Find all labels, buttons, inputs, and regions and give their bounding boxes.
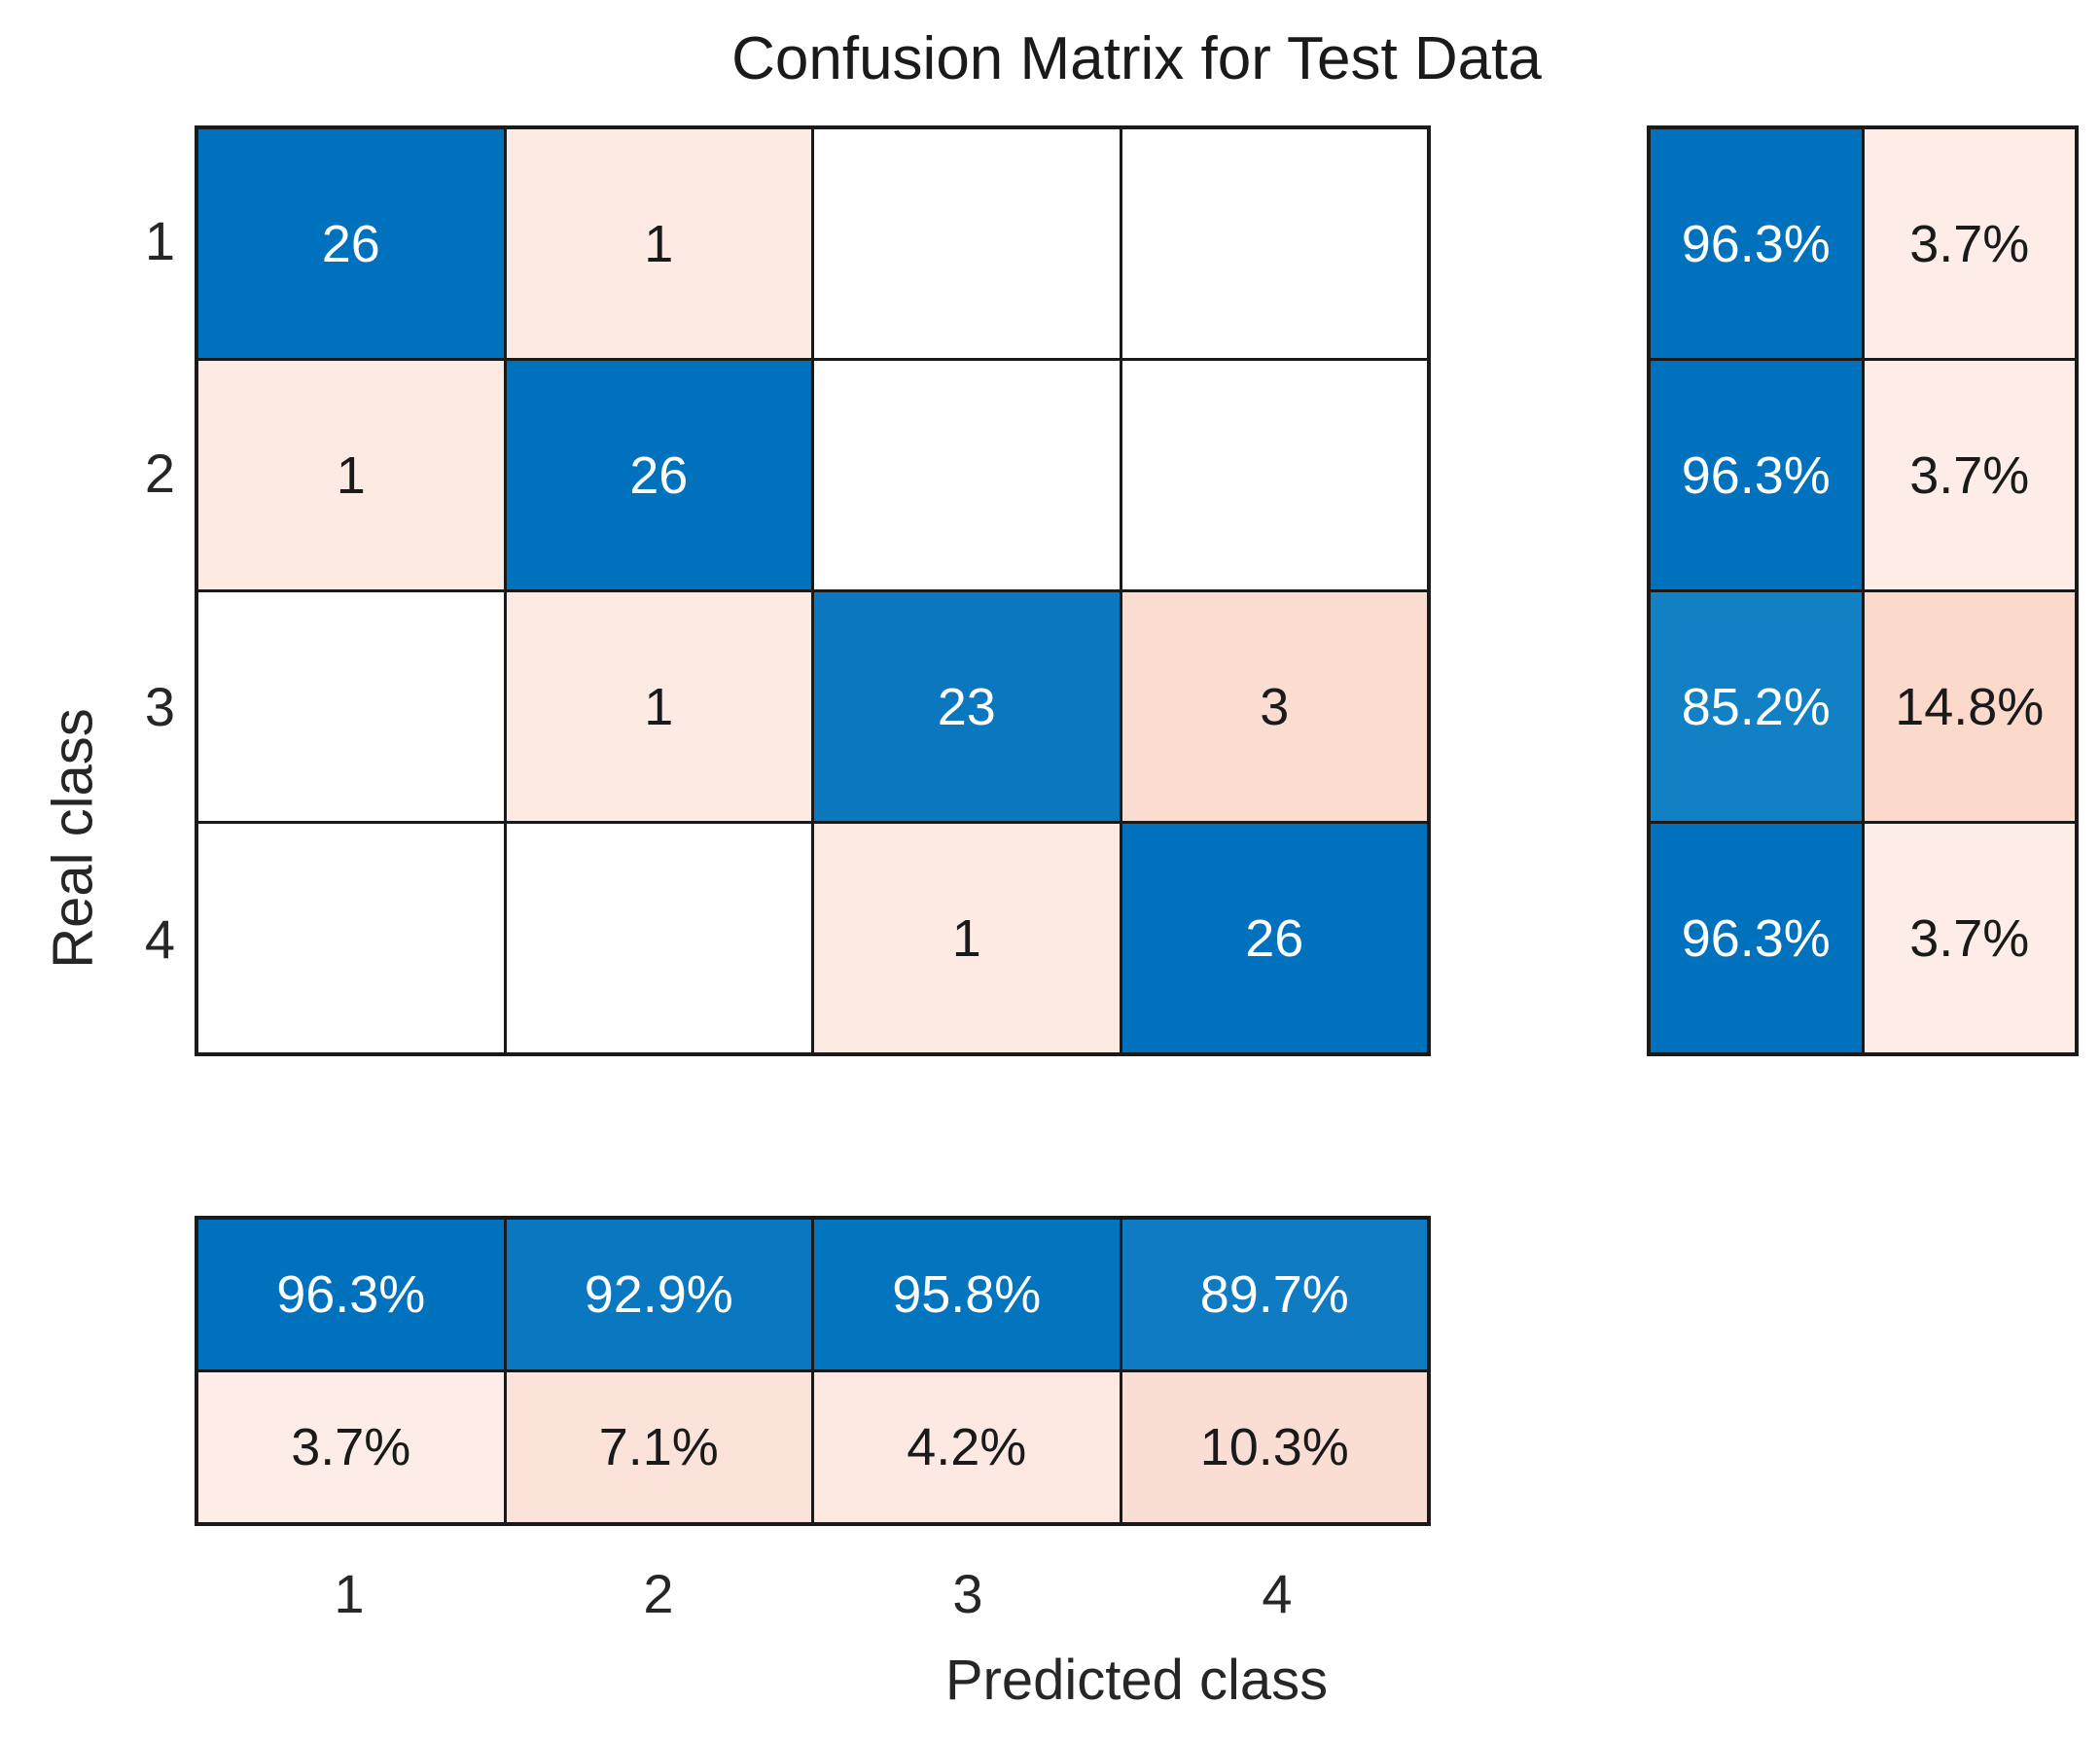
row-summary-cell-r4-tpr: 96.3% (1651, 824, 1862, 1052)
col-summary-cell-c4-ppv: 89.7% (1121, 1220, 1427, 1369)
x-tick-3: 3 (952, 1563, 983, 1624)
col-summary-cell-c2-fdr: 7.1% (506, 1372, 811, 1522)
x-tick-2: 2 (643, 1563, 674, 1624)
confusion-matrix-grid: 26 1 1 26 1 23 3 1 26 (195, 125, 1431, 1056)
row-summary-cell-r3-fnr: 14.8% (1864, 592, 2075, 821)
matrix-cell-r2c2: 26 (506, 361, 811, 589)
matrix-cell-r2c1: 1 (198, 361, 504, 589)
matrix-cell-r3c2: 1 (506, 592, 811, 821)
x-axis-label: Predicted class (944, 1649, 1329, 1712)
col-summary-cell-c2-ppv: 92.9% (506, 1220, 811, 1369)
matrix-cell-r4c1 (198, 824, 504, 1052)
y-tick-3: 3 (144, 676, 175, 737)
figure-title: Confusion Matrix for Test Data (731, 25, 1542, 92)
matrix-cell-r3c1 (198, 592, 504, 821)
col-summary-cell-c3-fdr: 4.2% (814, 1372, 1120, 1522)
col-summary-cell-c1-fdr: 3.7% (198, 1372, 504, 1522)
row-summary-cell-r1-tpr: 96.3% (1651, 129, 1862, 358)
y-tick-1: 1 (144, 210, 175, 271)
row-summary-cell-r3-tpr: 85.2% (1651, 592, 1862, 821)
matrix-cell-r1c1: 26 (198, 129, 504, 358)
matrix-cell-r2c4 (1121, 361, 1427, 589)
row-summary-grid: 96.3% 3.7% 96.3% 3.7% 85.2% 14.8% 96.3% … (1647, 125, 2079, 1056)
matrix-cell-r1c3 (814, 129, 1120, 358)
matrix-cell-r4c2 (506, 824, 811, 1052)
matrix-cell-r3c3: 23 (814, 592, 1120, 821)
matrix-cell-r4c4: 26 (1121, 824, 1427, 1052)
matrix-cell-r3c4: 3 (1121, 592, 1427, 821)
matrix-cell-r4c3: 1 (814, 824, 1120, 1052)
matrix-cell-r1c4 (1121, 129, 1427, 358)
column-summary-grid: 96.3% 92.9% 95.8% 89.7% 3.7% 7.1% 4.2% 1… (195, 1216, 1431, 1526)
row-summary-cell-r2-fnr: 3.7% (1864, 361, 2075, 589)
x-tick-4: 4 (1262, 1563, 1293, 1624)
y-tick-4: 4 (144, 908, 175, 970)
x-tick-1: 1 (334, 1563, 365, 1624)
row-summary-cell-r2-tpr: 96.3% (1651, 361, 1862, 589)
y-axis-label: Real class (41, 708, 105, 969)
matrix-cell-r2c3 (814, 361, 1120, 589)
col-summary-cell-c3-ppv: 95.8% (814, 1220, 1120, 1369)
row-summary-cell-r4-fnr: 3.7% (1864, 824, 2075, 1052)
col-summary-cell-c4-fdr: 10.3% (1121, 1372, 1427, 1522)
y-tick-2: 2 (144, 443, 175, 504)
row-summary-cell-r1-fnr: 3.7% (1864, 129, 2075, 358)
matrix-cell-r1c2: 1 (506, 129, 811, 358)
col-summary-cell-c1-ppv: 96.3% (198, 1220, 504, 1369)
